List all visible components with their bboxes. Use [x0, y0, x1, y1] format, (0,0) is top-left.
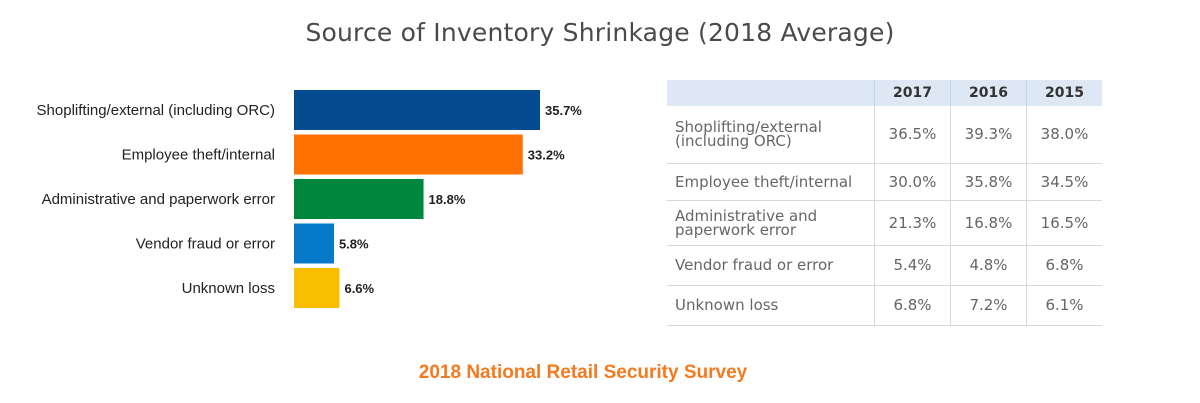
bar-value-label: 18.8% [429, 192, 466, 207]
bar [294, 268, 340, 308]
table-cell-value: 5.4% [874, 245, 951, 286]
table-row-label: Shoplifting/external (including ORC) [667, 106, 875, 164]
table-cell-value: 6.8% [1026, 245, 1102, 286]
table-header-row: 2017 2016 2015 [667, 80, 1102, 106]
table-row: Unknown loss 6.8% 7.2% 6.1% [667, 285, 1102, 326]
chart-title: Source of Inventory Shrinkage (2018 Aver… [305, 18, 895, 47]
table-row-label: Vendor fraud or error [667, 245, 875, 286]
bar [294, 223, 334, 264]
table-cell-value: 38.0% [1026, 106, 1102, 164]
history-table: 2017 2016 2015 Shoplifting/external (includ… [667, 80, 1102, 326]
bar-category-label: Shoplifting/external (including ORC) [37, 102, 275, 119]
table-row: Shoplifting/external (including ORC) 36.5%… [667, 106, 1102, 164]
table-cell-value: 21.3% [874, 200, 951, 246]
table-cell-value: 16.5% [1026, 200, 1102, 246]
table-cell-value: 39.3% [950, 106, 1027, 164]
bar-category-label: Employee theft/internal [122, 147, 275, 164]
table-cell-value: 35.8% [950, 163, 1027, 201]
bar [294, 90, 540, 130]
table-header-year: 2015 [1026, 80, 1102, 106]
table-cell-value: 36.5% [874, 106, 951, 164]
table-header-blank [667, 80, 875, 106]
survey-footer: 2018 National Retail Security Survey [418, 362, 748, 383]
bar-category-label: Vendor fraud or error [136, 236, 275, 253]
bar-category-label: Administrative and paperwork error [42, 191, 275, 208]
table-cell-value: 4.8% [950, 245, 1027, 286]
bar-value-label: 33.2% [528, 148, 565, 163]
table-row: Employee theft/internal 30.0% 35.8% 34.5% [667, 163, 1102, 201]
table-cell-value: 6.8% [874, 285, 951, 326]
table-row: Vendor fraud or error 5.4% 4.8% 6.8% [667, 245, 1102, 286]
table-cell-value: 6.1% [1026, 285, 1102, 326]
bar-category-label: Unknown loss [182, 280, 275, 297]
table-row-label: Employee theft/internal [667, 163, 875, 201]
bar-chart: Shoplifting/external (including ORC) 35.7… [37, 90, 582, 308]
bar-value-label: 5.8% [339, 237, 369, 252]
table-cell-value: 34.5% [1026, 163, 1102, 201]
table-header-year: 2016 [950, 80, 1027, 106]
bar [294, 179, 424, 219]
table-row-label: Unknown loss [667, 285, 875, 326]
bar-value-label: 35.7% [545, 103, 582, 118]
bar [294, 134, 523, 175]
table-cell-value: 16.8% [950, 200, 1027, 246]
table-row-label: Administrative and paperwork error [667, 200, 875, 246]
table-row: Administrative and paperwork error 21.3% 16… [667, 200, 1102, 246]
table-cell-value: 7.2% [950, 285, 1027, 326]
table-cell-value: 30.0% [874, 163, 951, 201]
bar-value-label: 6.6% [344, 281, 374, 296]
table-header-year: 2017 [874, 80, 951, 106]
